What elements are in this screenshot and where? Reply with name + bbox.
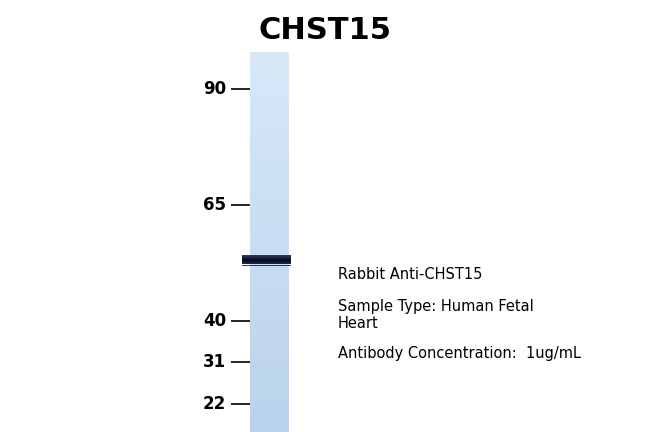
Text: 22: 22 <box>203 395 226 413</box>
Text: 31: 31 <box>203 353 226 372</box>
Text: Antibody Concentration:  1ug/mL: Antibody Concentration: 1ug/mL <box>338 346 581 361</box>
Text: 65: 65 <box>203 196 226 214</box>
Text: 40: 40 <box>203 312 226 330</box>
Text: Sample Type: Human Fetal: Sample Type: Human Fetal <box>338 299 534 314</box>
Text: CHST15: CHST15 <box>259 16 391 45</box>
Text: 90: 90 <box>203 80 226 98</box>
Text: Rabbit Anti-CHST15: Rabbit Anti-CHST15 <box>338 267 482 282</box>
Text: Heart: Heart <box>338 315 379 330</box>
